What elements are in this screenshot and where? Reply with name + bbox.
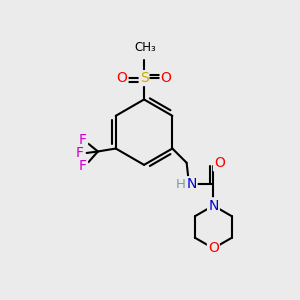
Text: H: H: [176, 178, 186, 191]
Text: O: O: [214, 156, 225, 170]
Text: O: O: [117, 71, 128, 85]
Text: N: N: [208, 199, 219, 213]
Text: F: F: [79, 159, 87, 173]
Text: F: F: [79, 133, 87, 147]
Text: N: N: [186, 177, 197, 191]
Text: CH₃: CH₃: [135, 41, 156, 54]
Text: O: O: [160, 71, 172, 85]
Text: O: O: [208, 242, 219, 255]
Text: N: N: [208, 199, 219, 213]
Text: S: S: [140, 71, 148, 85]
Text: F: F: [76, 146, 84, 160]
